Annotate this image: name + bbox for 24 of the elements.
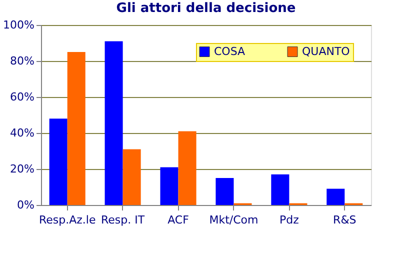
y-tick-label: 0%	[17, 198, 34, 212]
x-tick-label: Pdz	[280, 214, 300, 226]
bar	[271, 174, 290, 205]
y-tick-label: 60%	[10, 90, 34, 104]
bar	[49, 118, 68, 205]
legend-label: QUANTO	[302, 44, 350, 58]
y-tick-label: 100%	[3, 18, 34, 32]
y-tick-label: 80%	[10, 54, 34, 68]
bar	[216, 178, 234, 205]
bar	[67, 52, 86, 205]
legend-label: COSA	[214, 44, 246, 58]
bar	[104, 41, 123, 205]
chart-title: Gli attori della decisione	[116, 1, 296, 16]
x-tick-label: Resp.Az.le	[38, 214, 96, 226]
x-tick-label: R&S	[333, 214, 356, 226]
bar	[326, 188, 345, 205]
x-tick-label: Mkt/Com	[209, 214, 258, 226]
x-tick-label: Resp. IT	[101, 214, 145, 226]
y-tick-label: 40%	[10, 126, 34, 140]
bar	[178, 131, 196, 205]
bar	[122, 149, 141, 205]
bar	[160, 167, 178, 205]
y-tick-label: 20%	[10, 162, 34, 176]
x-tick-label: ACF	[168, 214, 189, 226]
